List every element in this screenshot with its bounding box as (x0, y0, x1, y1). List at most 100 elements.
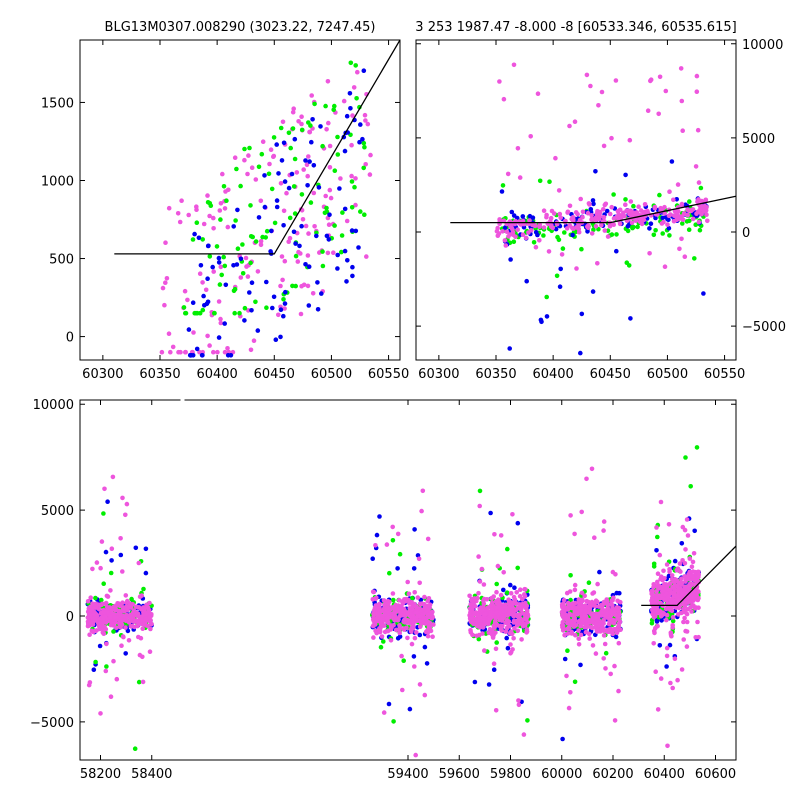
pink-data-point (145, 605, 151, 610)
pink-data-point (515, 628, 521, 634)
pink-data-point (520, 232, 526, 237)
pink-data-point (551, 211, 557, 216)
x-tick-label: 60450 (590, 367, 631, 382)
pink-data-point (658, 499, 664, 505)
pink-data-point (662, 597, 668, 603)
blue-data-point (660, 215, 665, 221)
pink-data-point (114, 625, 119, 631)
blue-data-point (123, 651, 128, 656)
pink-data-point (691, 595, 696, 600)
green-data-point (562, 230, 567, 235)
pink-data-point (246, 308, 251, 313)
blue-data-point (502, 225, 508, 230)
blue-data-point (326, 237, 332, 242)
pink-data-point (668, 212, 673, 217)
pink-data-point (325, 250, 331, 256)
pink-data-point (111, 658, 116, 664)
pink-data-point (492, 620, 498, 626)
pink-data-point (139, 593, 144, 598)
green-data-point (93, 659, 98, 665)
pink-data-point (679, 236, 684, 242)
pink-data-point (143, 611, 149, 617)
green-data-point (688, 484, 693, 489)
pink-data-point (587, 202, 592, 207)
pink-data-point (582, 614, 587, 620)
pink-data-point (585, 223, 591, 228)
pink-data-point (178, 349, 183, 355)
pink-data-point (560, 628, 566, 633)
pink-data-point (388, 638, 394, 643)
blue-data-point (255, 328, 261, 333)
pink-data-point (492, 532, 497, 537)
pink-data-point (684, 644, 690, 649)
pink-data-point (197, 349, 202, 355)
pink-data-point (351, 85, 357, 90)
green-data-point (500, 183, 506, 188)
blue-data-point (505, 645, 511, 651)
pink-data-point (378, 608, 384, 613)
green-data-point (212, 310, 217, 316)
pink-data-point (679, 667, 685, 672)
green-data-point (362, 212, 367, 217)
pink-data-point (546, 249, 552, 254)
green-data-point (378, 644, 384, 650)
blue-data-point (504, 635, 510, 641)
pink-data-point (414, 630, 419, 635)
x-tick-label: 59600 (439, 767, 480, 782)
blue-data-point (97, 643, 103, 649)
green-data-point (353, 63, 359, 68)
blue-data-point (683, 202, 688, 207)
pink-data-point (528, 134, 533, 139)
blue-data-point (557, 284, 563, 290)
green-data-point (331, 107, 337, 112)
pink-data-point (344, 218, 350, 224)
blue-data-point (570, 232, 575, 238)
pink-data-point (386, 628, 391, 634)
blue-data-point (216, 260, 222, 265)
pink-data-point (662, 211, 667, 216)
pink-data-point (627, 137, 633, 143)
pink-data-point (636, 204, 641, 209)
blue-data-point (590, 289, 596, 294)
pink-data-point (569, 602, 575, 607)
pink-data-point (655, 571, 661, 576)
blue-data-point (590, 198, 596, 203)
pink-data-point (497, 617, 503, 623)
pink-data-point (407, 601, 412, 606)
x-tick-label: 60400 (532, 367, 573, 382)
blue-data-point (335, 266, 340, 271)
pink-data-point (513, 608, 519, 613)
pink-data-point (243, 255, 249, 261)
pink-data-point (689, 573, 695, 579)
green-data-point (224, 198, 229, 203)
pink-data-point (407, 612, 413, 617)
pink-data-point (654, 525, 659, 530)
pink-data-point (658, 576, 663, 582)
pink-data-point (405, 579, 411, 585)
green-data-point (222, 263, 228, 269)
green-data-point (266, 171, 272, 177)
pink-data-point (280, 119, 286, 125)
pink-data-point (572, 582, 578, 588)
pink-data-point (127, 619, 133, 624)
pink-data-point (506, 598, 512, 604)
pink-data-point (197, 271, 203, 277)
green-data-point (349, 205, 355, 210)
pink-data-point (363, 118, 368, 123)
pink-data-point (413, 604, 419, 610)
pink-data-point (579, 509, 584, 515)
pink-data-point (674, 577, 680, 583)
green-data-point (111, 629, 116, 634)
pink-data-point (517, 175, 523, 180)
pink-data-point (603, 201, 609, 207)
green-data-point (586, 580, 592, 585)
pink-data-point (479, 566, 485, 572)
green-data-point (219, 272, 224, 278)
pink-data-point (218, 320, 224, 326)
pink-data-point (500, 615, 506, 620)
pink-data-point (567, 223, 573, 228)
pink-data-point (514, 590, 519, 595)
pink-data-point (226, 187, 231, 193)
green-data-point (293, 253, 299, 259)
